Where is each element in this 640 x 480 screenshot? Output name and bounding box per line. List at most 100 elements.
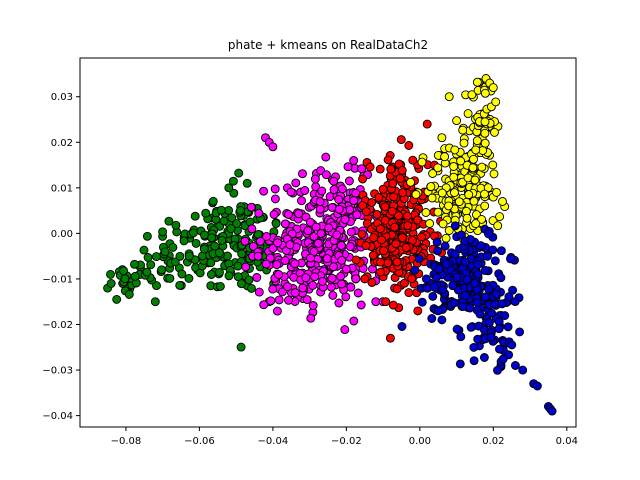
y-tick-label: 0.03 — [51, 92, 73, 103]
data-point — [298, 283, 308, 293]
data-point — [208, 196, 218, 206]
data-point — [450, 221, 460, 231]
data-point — [437, 133, 447, 143]
data-point — [177, 269, 187, 279]
data-point — [175, 280, 185, 290]
data-point — [317, 186, 327, 196]
data-point — [179, 236, 189, 246]
data-point — [321, 170, 331, 180]
data-point — [273, 238, 283, 248]
data-point — [368, 250, 378, 260]
data-point — [480, 117, 490, 127]
data-point — [547, 406, 557, 416]
data-point — [385, 333, 395, 343]
y-tick-label: 0.01 — [51, 183, 73, 194]
data-point — [428, 291, 438, 301]
data-point — [504, 292, 514, 302]
data-point — [334, 195, 344, 204]
data-point — [242, 178, 252, 188]
data-point — [387, 206, 397, 216]
data-point — [392, 257, 402, 267]
data-point — [142, 231, 152, 241]
data-point — [191, 238, 201, 248]
data-point — [188, 228, 198, 238]
data-point — [290, 288, 300, 298]
data-point — [119, 266, 129, 276]
data-point — [271, 219, 281, 228]
data-point — [259, 186, 269, 196]
y-tick-label: −0.02 — [42, 320, 73, 331]
data-point — [386, 164, 396, 174]
data-point — [491, 97, 501, 107]
data-point — [372, 209, 382, 219]
chart-title: phate + kmeans on RealDataCh2 — [228, 38, 428, 52]
data-point — [268, 142, 278, 152]
data-point — [237, 249, 247, 259]
data-point — [334, 204, 344, 214]
data-point — [322, 254, 332, 264]
data-point — [466, 322, 476, 332]
points-layer — [103, 74, 557, 416]
data-point — [398, 188, 408, 198]
data-point — [190, 211, 200, 221]
data-point — [120, 274, 130, 284]
data-point — [310, 174, 320, 184]
data-point — [410, 265, 420, 275]
data-point — [358, 174, 368, 184]
data-point — [495, 212, 505, 222]
data-point — [491, 289, 501, 299]
data-point — [351, 188, 361, 198]
data-point — [465, 234, 475, 244]
data-point — [404, 141, 414, 150]
data-point — [472, 136, 482, 146]
data-point — [488, 160, 498, 170]
data-point — [143, 253, 153, 262]
data-point — [444, 201, 453, 211]
data-point — [329, 176, 339, 186]
series-0 — [103, 168, 281, 352]
data-point — [444, 226, 454, 235]
data-point — [367, 278, 377, 287]
data-point — [300, 186, 310, 195]
data-point — [406, 177, 416, 187]
data-point — [255, 236, 265, 246]
data-point — [383, 155, 393, 165]
data-point — [379, 246, 389, 256]
data-point — [224, 183, 234, 193]
data-point — [422, 119, 432, 129]
x-tick-label: 0.04 — [556, 436, 578, 447]
data-point — [106, 279, 116, 288]
data-point — [455, 359, 465, 369]
data-point — [458, 125, 468, 135]
data-point — [403, 221, 413, 231]
data-point — [407, 274, 417, 284]
data-point — [441, 233, 451, 243]
data-point — [378, 184, 388, 194]
data-point — [473, 334, 483, 344]
data-point — [164, 216, 174, 226]
data-point — [441, 259, 451, 269]
data-point — [280, 256, 290, 266]
data-point — [150, 297, 160, 307]
data-point — [274, 270, 284, 279]
data-point — [425, 219, 435, 228]
data-point — [328, 290, 338, 300]
data-point — [452, 116, 462, 126]
y-axis: −0.04 −0.03 −0.02 −0.01 0.00 0.01 0.02 0.03 — [42, 92, 80, 422]
data-point — [375, 164, 385, 174]
data-point — [244, 275, 254, 285]
x-tick-label: 0.02 — [482, 436, 504, 447]
data-point — [468, 163, 478, 173]
data-point — [449, 298, 459, 308]
data-point — [219, 216, 229, 226]
data-point — [254, 287, 264, 297]
data-point — [224, 271, 234, 281]
data-point — [310, 272, 320, 282]
y-tick-label: −0.01 — [42, 274, 73, 285]
data-point — [492, 187, 501, 197]
data-point — [431, 272, 441, 282]
data-point — [477, 214, 487, 224]
data-point — [157, 265, 167, 275]
data-point — [433, 163, 443, 173]
